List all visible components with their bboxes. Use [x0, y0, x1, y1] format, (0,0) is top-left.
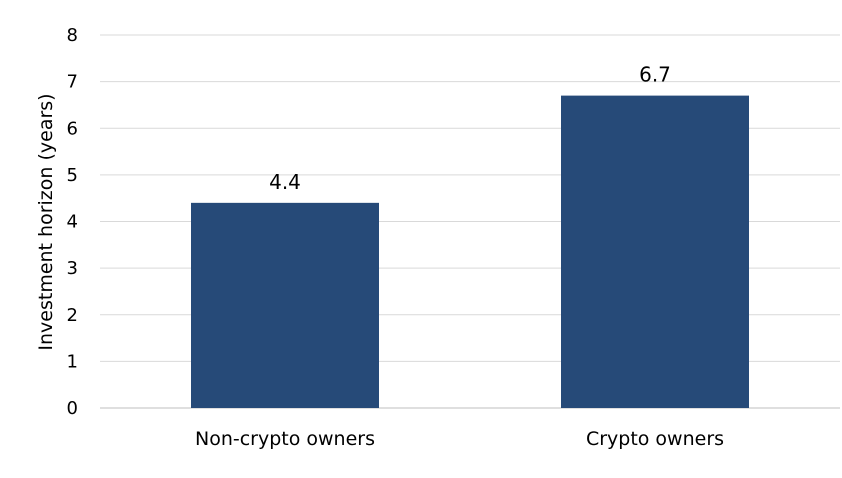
labels: 0 1 2 3 4 5 6 7 8 4.4 Non-crypto owners 6.7 Crypto o…: [67, 25, 725, 450]
y-tick-label: 1: [67, 351, 78, 372]
data-label: 4.4: [269, 170, 301, 194]
y-tick-label: 2: [67, 305, 78, 326]
bar: [561, 95, 749, 409]
y-tick-label: 6: [67, 118, 78, 139]
y-tick-label: 0: [67, 398, 78, 419]
bars: [191, 95, 749, 409]
y-tick-label: 7: [67, 72, 78, 93]
y-tick-label: 4: [67, 212, 78, 233]
y-axis-title: Investment horizon (years): [35, 93, 57, 350]
data-label: 6.7: [639, 63, 671, 87]
x-category-label: Crypto owners: [586, 428, 724, 450]
x-category-label: Non-crypto owners: [195, 428, 375, 450]
y-tick-label: 5: [67, 165, 78, 186]
bar: [191, 202, 379, 408]
y-tick-label: 8: [67, 25, 78, 46]
y-tick-label: 3: [67, 258, 78, 279]
